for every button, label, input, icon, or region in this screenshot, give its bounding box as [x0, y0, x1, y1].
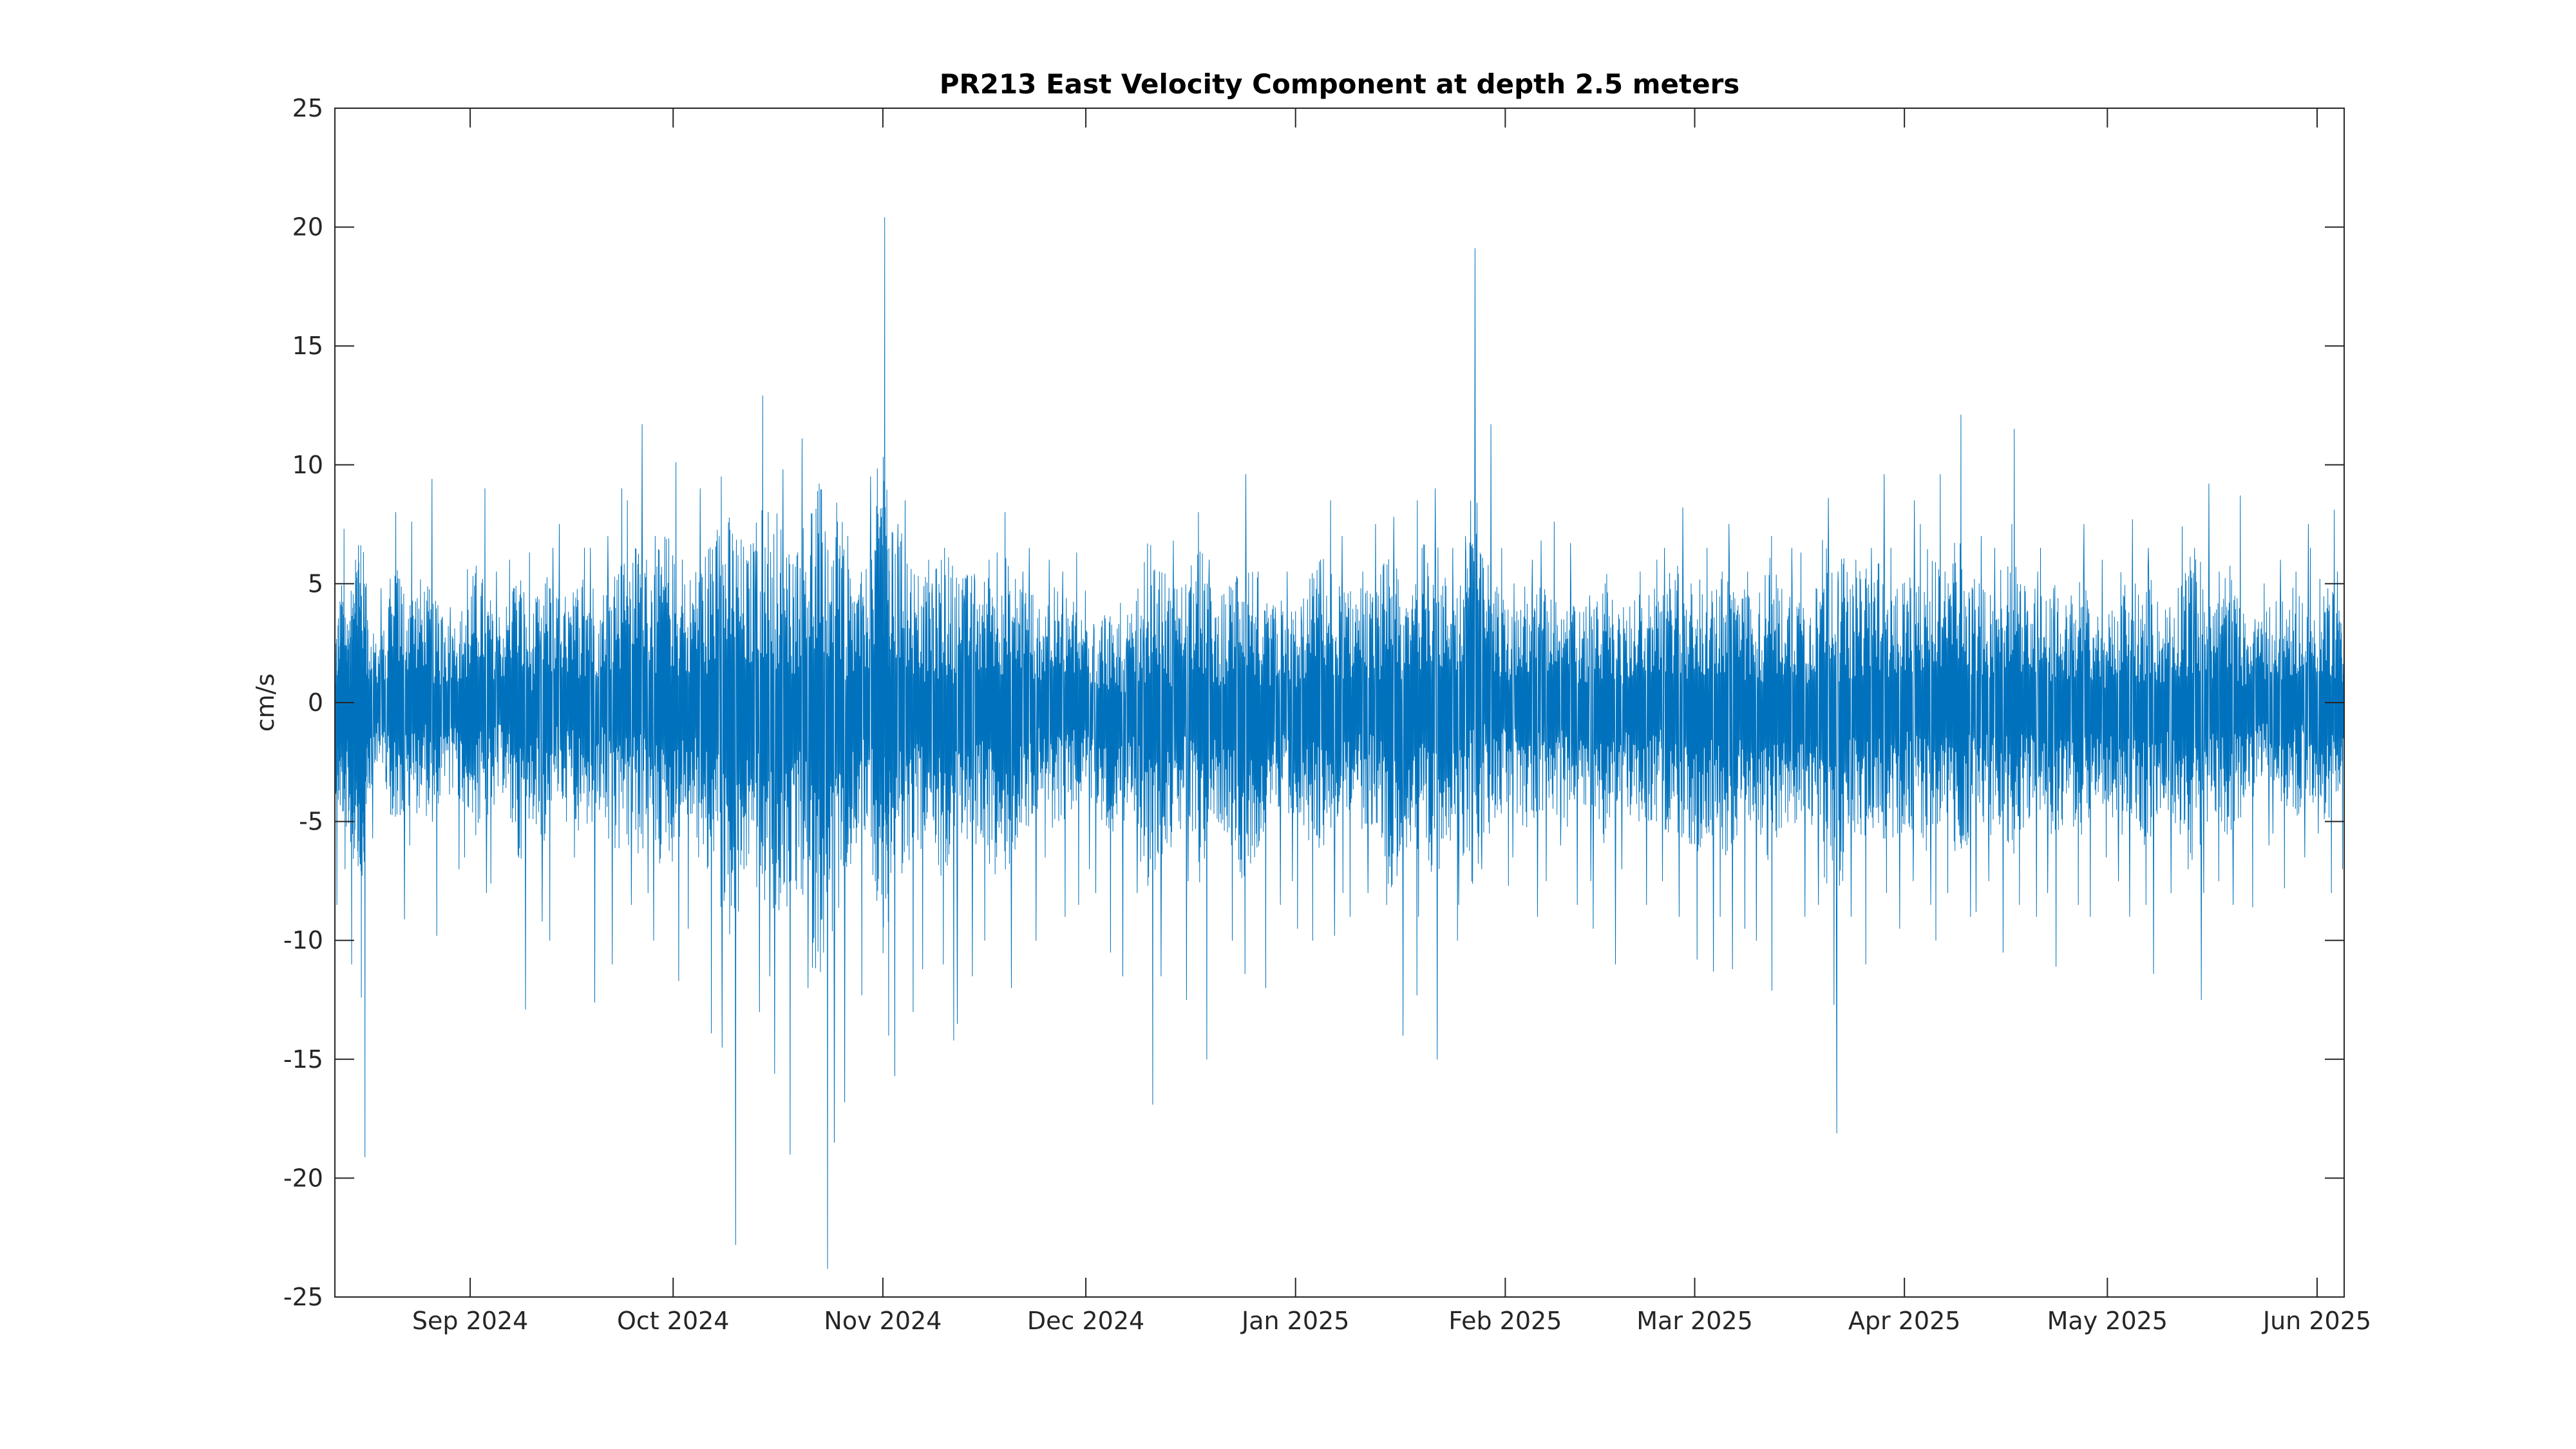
y-tick-label: -15 [283, 1045, 323, 1074]
x-tick-label: Dec 2024 [1027, 1307, 1144, 1335]
x-tick-label: Oct 2024 [617, 1307, 730, 1335]
y-tick-label: 10 [292, 451, 323, 479]
series-line [334, 217, 2345, 1269]
y-tick-label: 25 [292, 94, 323, 122]
y-tick-label: 5 [308, 569, 323, 598]
x-tick-label: Mar 2025 [1636, 1307, 1752, 1335]
y-tick-label: -20 [283, 1164, 323, 1192]
y-tick-label: -5 [299, 808, 323, 836]
x-tick-label: Nov 2024 [824, 1307, 942, 1335]
series-layer [334, 217, 2345, 1269]
x-tick-label: Jun 2025 [2262, 1307, 2371, 1335]
x-tick-label: May 2025 [2047, 1307, 2168, 1335]
chart-title: PR213 East Velocity Component at depth 2… [940, 68, 1740, 100]
x-axis: Sep 2024 Oct 2024 Nov 2024 Dec 2024 Jan 2025… [412, 108, 2371, 1335]
x-tick-label: Feb 2025 [1448, 1307, 1562, 1335]
y-tick-label: 0 [308, 688, 323, 717]
y-axis: -25 -20 -15 -10 -5 0 5 10 15 20 25 [283, 94, 2344, 1311]
x-tick-label: Jan 2025 [1240, 1307, 1349, 1335]
y-tick-label: 20 [292, 213, 323, 242]
y-axis-label: cm/s [251, 674, 279, 732]
y-tick-label: -10 [283, 926, 323, 954]
y-tick-label: -25 [283, 1283, 323, 1311]
x-tick-label: Sep 2024 [412, 1307, 528, 1335]
x-tick-label: Apr 2025 [1848, 1307, 1961, 1335]
y-tick-label: 15 [292, 332, 323, 360]
